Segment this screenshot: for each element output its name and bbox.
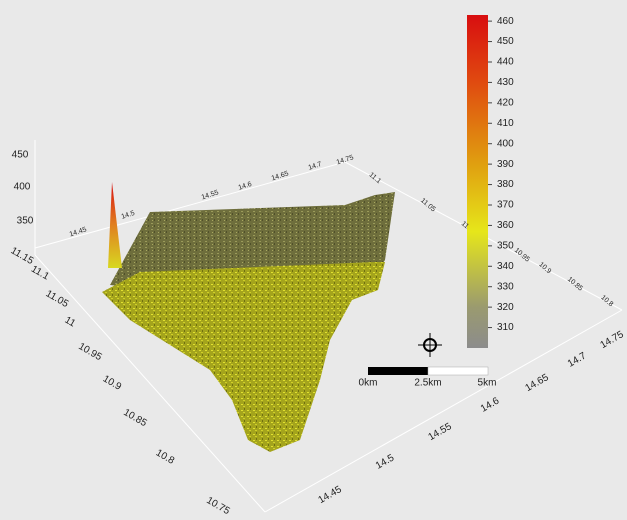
colorbar-tick-label: 420 bbox=[497, 97, 514, 108]
z-tick-label: 400 bbox=[14, 182, 31, 193]
lon-back-tick-label: 14.5 bbox=[121, 210, 136, 221]
lat-back-tick-label: 10.95 bbox=[513, 247, 531, 264]
lat-tick-label: 10.9 bbox=[101, 373, 124, 392]
scale-bar bbox=[368, 367, 488, 375]
lon-tick-label: 14.5 bbox=[374, 452, 397, 471]
lon-back-tick-label: 14.45 bbox=[69, 226, 88, 238]
scale-bar-label: 5km bbox=[478, 378, 497, 389]
lat-tick-label: 11.15 bbox=[9, 245, 36, 267]
colorbar-tick-label: 460 bbox=[497, 16, 514, 27]
scale-bar-label: 2.5km bbox=[414, 378, 441, 389]
lon-tick-label: 14.7 bbox=[566, 350, 589, 369]
lat-back-tick-label: 11.1 bbox=[368, 171, 383, 185]
colorbar-tick-label: 440 bbox=[497, 57, 514, 68]
colorbar-tick-label: 390 bbox=[497, 159, 514, 170]
lat-back-tick-label: 10.9 bbox=[537, 261, 552, 275]
terrain-surface bbox=[102, 182, 395, 452]
colorbar-tick-label: 310 bbox=[497, 322, 514, 333]
colorbar-tick-label: 410 bbox=[497, 118, 514, 129]
lat-tick-label: 10.95 bbox=[76, 341, 104, 363]
lon-tick-label: 14.6 bbox=[479, 395, 502, 414]
lat-tick-label: 10.85 bbox=[121, 407, 149, 429]
plot-view: 460 450 440 430 420 410 400 390 380 370 360 350 340 3… bbox=[0, 0, 627, 520]
north-compass bbox=[418, 333, 442, 357]
lat-back-tick-label: 10.85 bbox=[566, 276, 584, 293]
lat-tick-label: 10.8 bbox=[154, 447, 177, 466]
lat-tick-label: 11.05 bbox=[44, 288, 71, 310]
colorbar-tick-label: 360 bbox=[497, 220, 514, 231]
lon-back-tick-label: 14.65 bbox=[271, 170, 290, 182]
lon-tick-label: 14.45 bbox=[316, 484, 344, 506]
colorbar-tick-label: 400 bbox=[497, 138, 514, 149]
colorbar-tick-label: 430 bbox=[497, 77, 514, 88]
colorbar-tick-label: 320 bbox=[497, 302, 514, 313]
lon-back-tick-label: 14.75 bbox=[336, 154, 355, 166]
scale-bar-label: 0km bbox=[359, 378, 378, 389]
colorbar-tick-label: 380 bbox=[497, 179, 514, 190]
lon-tick-label: 14.75 bbox=[598, 329, 626, 351]
colorbar-tick-label: 370 bbox=[497, 200, 514, 211]
colorbar bbox=[467, 15, 488, 348]
lat-tick-label: 10.75 bbox=[204, 495, 232, 517]
colorbar-tick-label: 330 bbox=[497, 281, 514, 292]
z-tick-label: 350 bbox=[17, 216, 34, 227]
lat-back-tick-label: 10.8 bbox=[599, 294, 614, 308]
z-tick-label: 450 bbox=[12, 150, 29, 161]
lat-back-tick-label: 11.05 bbox=[419, 197, 437, 213]
colorbar-tick-label: 350 bbox=[497, 240, 514, 251]
lon-tick-label: 14.55 bbox=[426, 421, 454, 443]
lat-tick-label: 11 bbox=[63, 315, 78, 330]
colorbar-tick-label: 340 bbox=[497, 261, 514, 272]
lon-tick-label: 14.65 bbox=[523, 372, 551, 394]
lat-tick-label: 11.1 bbox=[29, 264, 51, 283]
colorbar-tick-label: 450 bbox=[497, 36, 514, 47]
